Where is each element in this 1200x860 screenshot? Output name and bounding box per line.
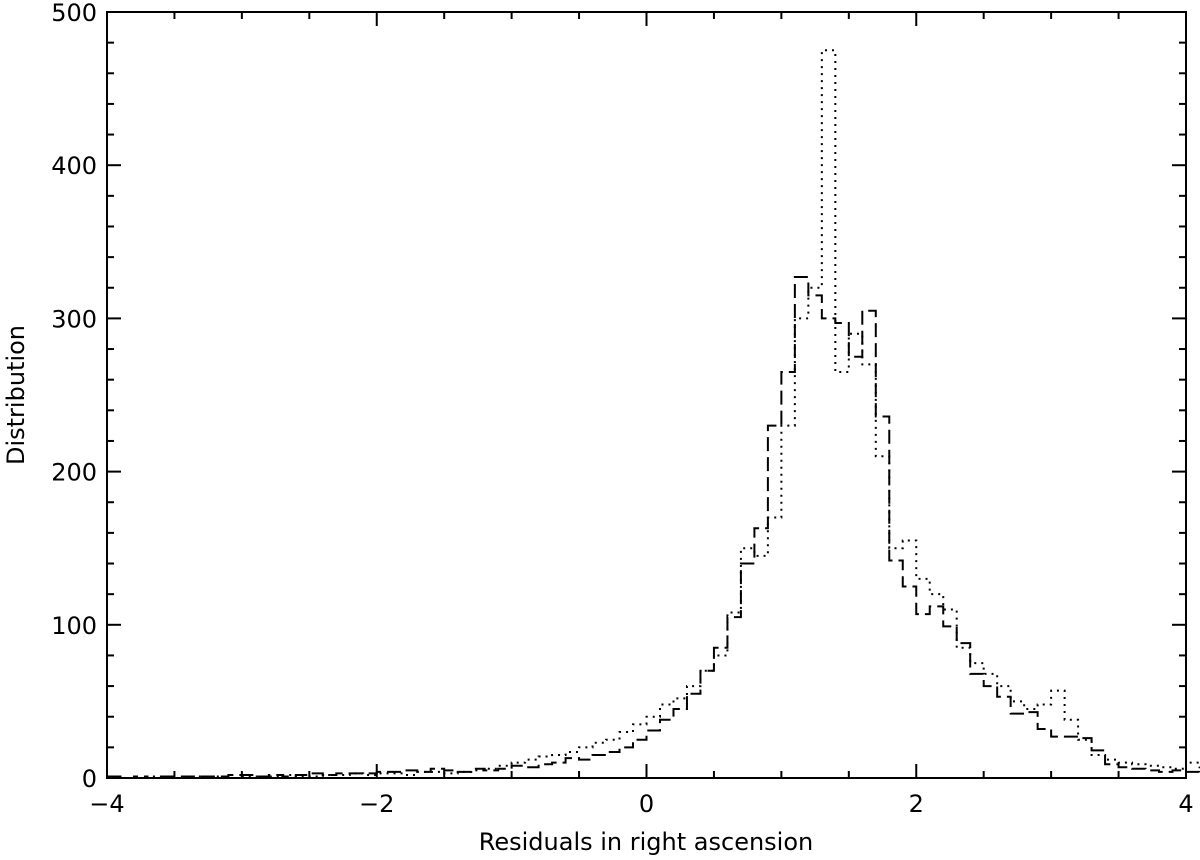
y-tick-label: 0 bbox=[82, 765, 97, 793]
y-tick-label: 200 bbox=[51, 459, 97, 487]
histogram-series-dotted bbox=[107, 49, 1200, 779]
x-tick-label: 0 bbox=[639, 790, 654, 818]
histogram-series-dashed bbox=[107, 276, 1200, 779]
axis-ticks bbox=[106, 11, 1187, 779]
plot-frame bbox=[106, 11, 1187, 779]
y-axis-title: Distribution bbox=[2, 325, 30, 465]
x-tick-label: −2 bbox=[359, 790, 394, 818]
tick-labels: −4 −2 0 2 4 0 100 200 300 400 500 bbox=[51, 0, 1193, 818]
series-layer bbox=[107, 49, 1200, 779]
x-tick-label: 2 bbox=[909, 790, 924, 818]
y-tick-label: 100 bbox=[51, 612, 97, 640]
y-tick-label: 500 bbox=[51, 0, 97, 27]
y-tick-label: 300 bbox=[51, 305, 97, 333]
x-tick-label: 4 bbox=[1178, 790, 1193, 818]
x-tick-label: −4 bbox=[89, 790, 124, 818]
x-axis-title: Residuals in right ascension bbox=[479, 828, 813, 856]
y-tick-label: 400 bbox=[51, 152, 97, 180]
